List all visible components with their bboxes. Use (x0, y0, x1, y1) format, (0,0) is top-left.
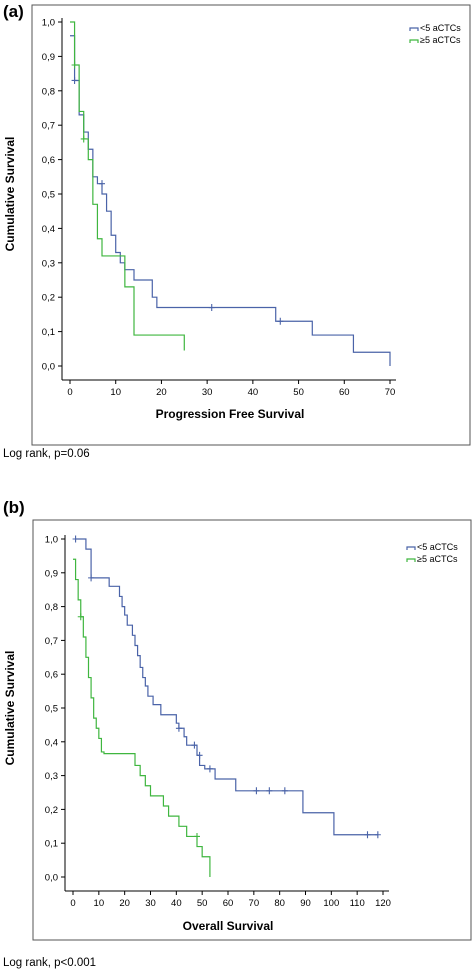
y-tick-label: 0,6 (45, 670, 58, 681)
censor-mark (277, 317, 284, 325)
censor-mark (206, 765, 213, 773)
censor-mark (208, 304, 215, 312)
y-tick-label: 0,4 (42, 224, 55, 235)
series-line-low-actcs (75, 538, 378, 836)
censor-mark (71, 61, 78, 69)
x-tick-label: 20 (156, 387, 167, 398)
x-tick-label: 90 (300, 898, 311, 909)
censor-mark (194, 832, 200, 840)
x-tick-label: 110 (350, 898, 365, 909)
panel-a-label: (a) (3, 2, 24, 21)
censor-mark (175, 724, 182, 732)
y-tick-label: 1,0 (42, 18, 55, 29)
censor-mark (364, 831, 371, 839)
legend-swatch (409, 27, 419, 31)
y-tick-label: 0,8 (42, 86, 55, 97)
x-axis-title: Overall Survival (183, 919, 274, 933)
x-tick-label: 100 (323, 898, 339, 909)
y-tick-label: 1,0 (45, 535, 58, 546)
y-tick-label: 0,9 (45, 568, 58, 579)
censor-mark (72, 535, 79, 543)
y-tick-label: 0,9 (42, 52, 55, 63)
censor-mark (281, 787, 288, 795)
x-tick-label: 120 (375, 898, 391, 909)
x-tick-label: 30 (202, 387, 213, 398)
panel-b-label: (b) (3, 498, 25, 517)
censor-mark (266, 787, 273, 795)
censor-mark (88, 574, 95, 582)
y-tick-label: 0,8 (45, 602, 58, 613)
censor-mark (71, 76, 78, 84)
y-tick-label: 0,0 (45, 873, 58, 884)
x-tick-label: 80 (274, 898, 285, 909)
x-tick-label: 50 (197, 898, 208, 909)
x-tick-label: 70 (249, 898, 260, 909)
legend-swatch (409, 39, 419, 43)
x-tick-label: 30 (145, 898, 156, 909)
legend-label: ≥5 aCTCs (417, 554, 458, 564)
y-axis-title: Cumulative Survival (3, 137, 17, 252)
legend-label: ≥5 aCTCs (420, 35, 461, 45)
y-tick-label: 0,1 (42, 327, 55, 338)
chart-b-frame (32, 519, 472, 941)
legend-swatch (406, 558, 416, 562)
y-axis-title: Cumulative Survival (3, 651, 17, 766)
y-tick-label: 0,0 (42, 362, 55, 373)
panel-a-logrank-note: Log rank, p=0.06 (3, 448, 90, 460)
legend-label: <5 aCTCs (420, 23, 461, 33)
censor-mark (80, 135, 87, 143)
x-tick-label: 60 (339, 387, 350, 398)
x-tick-label: 50 (293, 387, 304, 398)
x-tick-label: 10 (110, 387, 121, 398)
x-axis-title: Progression Free Survival (156, 407, 305, 421)
y-tick-label: 0,6 (42, 155, 55, 166)
legend-label: <5 aCTCs (417, 542, 458, 552)
censor-mark (374, 831, 381, 839)
panel-b-logrank-note: Log rank, p<0.001 (3, 957, 97, 969)
x-tick-label: 70 (385, 387, 396, 398)
y-tick-label: 0,1 (45, 839, 58, 850)
censor-mark (99, 180, 105, 188)
x-tick-label: 40 (248, 387, 259, 398)
censor-mark (196, 751, 203, 759)
x-tick-label: 60 (223, 898, 234, 909)
censor-mark (253, 787, 260, 795)
y-tick-label: 0,7 (42, 121, 55, 132)
x-tick-label: 20 (119, 898, 130, 909)
chart-a-frame (31, 4, 471, 446)
x-tick-label: 10 (94, 898, 105, 909)
censor-mark (191, 741, 198, 749)
y-tick-label: 0,2 (45, 805, 58, 816)
x-tick-label: 40 (171, 898, 182, 909)
series-line-high-actcs (73, 558, 211, 877)
y-tick-label: 0,2 (42, 293, 55, 304)
y-tick-label: 0,4 (45, 737, 58, 748)
y-tick-label: 0,5 (45, 704, 58, 715)
y-tick-label: 0,3 (45, 771, 58, 782)
x-tick-label: 0 (70, 898, 75, 909)
x-tick-label: 0 (67, 387, 72, 398)
censor-mark (77, 613, 84, 621)
series-line-high-actcs (70, 21, 185, 351)
y-tick-label: 0,7 (45, 636, 58, 647)
series-line-low-actcs (70, 35, 391, 366)
legend-swatch (406, 546, 416, 550)
y-tick-label: 0,3 (42, 258, 55, 269)
y-tick-label: 0,5 (42, 190, 55, 201)
